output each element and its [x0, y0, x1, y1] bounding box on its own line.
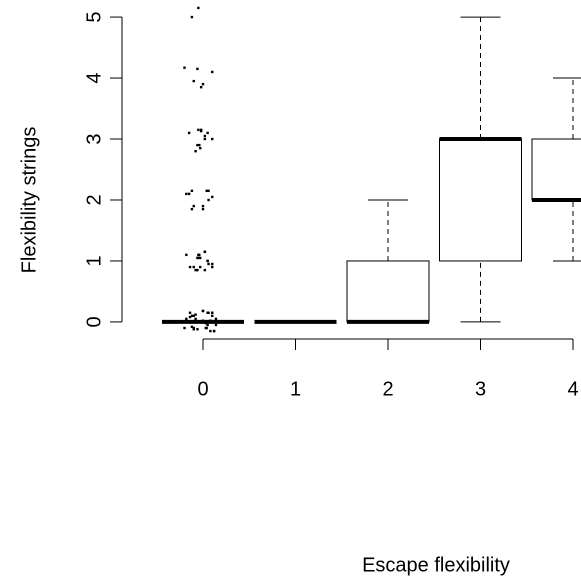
jitter-point [211, 70, 214, 74]
jitter-point [209, 329, 212, 333]
jitter-point [190, 207, 194, 211]
jitter-point [192, 328, 195, 331]
jitter-point [207, 198, 210, 202]
jitter-point [196, 328, 199, 331]
jitter-point [199, 129, 203, 133]
jitter-point [192, 265, 195, 269]
jitter-point [196, 143, 199, 147]
jitter-point [201, 207, 205, 211]
box [531, 138, 581, 201]
jitter-point [203, 268, 207, 272]
jitter-point [196, 256, 199, 260]
x-tick-label: 0 [197, 378, 208, 400]
jitter-point [199, 265, 202, 269]
jitter-point [209, 319, 212, 322]
jitter-point [206, 259, 209, 263]
jitter-point [201, 204, 205, 208]
jitter-point [192, 79, 195, 83]
jitter-point [203, 137, 207, 141]
jitter-point [211, 265, 214, 269]
jitter-point [194, 268, 197, 272]
jitter-point [190, 314, 194, 318]
jitter-point [199, 146, 202, 150]
x-tick-label: 1 [290, 378, 301, 400]
box [439, 138, 522, 262]
box [346, 260, 430, 323]
jitter-point [199, 256, 202, 260]
jitter-point [192, 326, 195, 330]
jitter-point [203, 134, 207, 138]
jitter-point [203, 250, 207, 254]
jitter-point [205, 189, 208, 193]
x-axis-label: Escape flexibility [362, 554, 510, 576]
jitter-point [185, 317, 188, 321]
y-tick-label: 5 [83, 12, 105, 23]
jitter-point [185, 192, 188, 196]
jitter-point [183, 66, 186, 69]
jitter-point [192, 204, 195, 208]
jitter-point [188, 315, 192, 319]
jitter-point [190, 325, 194, 329]
jitter-point [212, 329, 216, 333]
jitter-point [207, 262, 210, 266]
y-tick-label: 3 [83, 133, 105, 144]
jitter-point [204, 321, 207, 325]
x-tick-label: 4 [567, 378, 578, 400]
jitter-point [206, 323, 209, 327]
jitter-point [198, 143, 201, 147]
jitter-point [192, 314, 195, 318]
y-tick-label: 2 [83, 194, 105, 205]
jitter-point [194, 313, 197, 316]
jitter-point [204, 326, 207, 330]
jitter-point [196, 268, 199, 272]
jitter-point [211, 262, 214, 266]
x-tick-label: 3 [475, 378, 486, 400]
jitter-point [211, 195, 214, 199]
jitter-point [211, 314, 214, 318]
jitter-point [214, 317, 218, 321]
jitter-point [188, 265, 192, 269]
jitter-point [199, 85, 203, 89]
jitter-point [197, 6, 200, 10]
jitter-point [214, 323, 218, 327]
jitter-point [194, 317, 197, 321]
y-tick-label: 0 [83, 316, 105, 327]
jitter-point [190, 15, 194, 19]
jitter-point [190, 189, 194, 193]
jitter-point [201, 82, 205, 86]
jitter-point [211, 311, 214, 314]
y-tick-label: 1 [83, 255, 105, 266]
jitter-point [187, 192, 191, 196]
y-tick-label: 4 [83, 72, 105, 83]
jitter-point [207, 189, 210, 193]
jitter-point [201, 309, 205, 313]
jitter-point [183, 326, 186, 330]
jitter-point [185, 253, 188, 257]
jitter-point [196, 67, 199, 71]
jitter-point [197, 128, 200, 132]
jitter-point [187, 131, 191, 135]
jitter-point [207, 311, 210, 314]
jitter-point [188, 311, 192, 314]
jitter-point [211, 137, 214, 141]
jitter-point [194, 150, 197, 153]
jitter-point [201, 319, 205, 322]
jitter-point [197, 253, 200, 257]
y-axis-label: Flexibility strings [18, 127, 40, 274]
jitter-point [206, 131, 209, 135]
x-tick-label: 2 [382, 378, 393, 400]
jitter-point [199, 128, 203, 132]
